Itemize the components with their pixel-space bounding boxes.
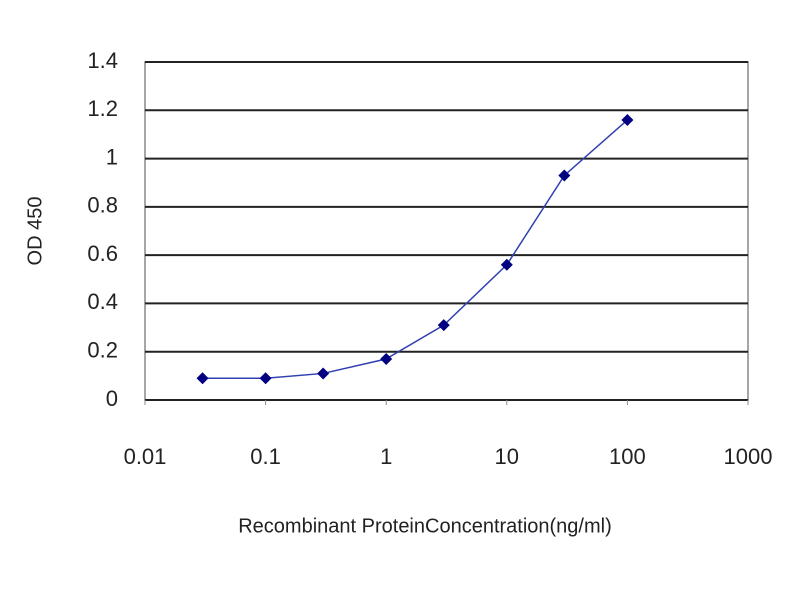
y-tick-label: 1: [106, 144, 118, 169]
x-tick-label: 0.01: [124, 444, 167, 469]
data-point: [380, 352, 393, 365]
data-point: [621, 113, 634, 126]
y-tick-label: 0: [106, 386, 118, 411]
x-tick-label: 1: [380, 444, 392, 469]
y-tick-label: 0.2: [87, 338, 118, 363]
x-axis-title: Recombinant ProteinConcentration(ng/ml): [238, 515, 612, 537]
y-axis-title: OD 450: [24, 197, 46, 266]
data-point: [558, 169, 571, 182]
data-point: [317, 367, 330, 380]
data-point: [196, 372, 209, 385]
y-tick-label: 0.4: [87, 289, 118, 314]
plot-area: [144, 61, 749, 401]
data-point: [437, 319, 450, 332]
x-tick-label: 1000: [724, 444, 773, 469]
x-tick-label: 0.1: [250, 444, 281, 469]
x-tick-label: 100: [609, 444, 646, 469]
y-tick-label: 0.6: [87, 241, 118, 266]
y-tick-label: 1.4: [87, 48, 118, 73]
x-tick-label: 10: [495, 444, 519, 469]
data-point: [259, 372, 272, 385]
data-point: [500, 258, 513, 271]
y-tick-label: 1.2: [87, 96, 118, 121]
y-tick-label: 0.8: [87, 193, 118, 218]
data-line: [202, 119, 628, 380]
